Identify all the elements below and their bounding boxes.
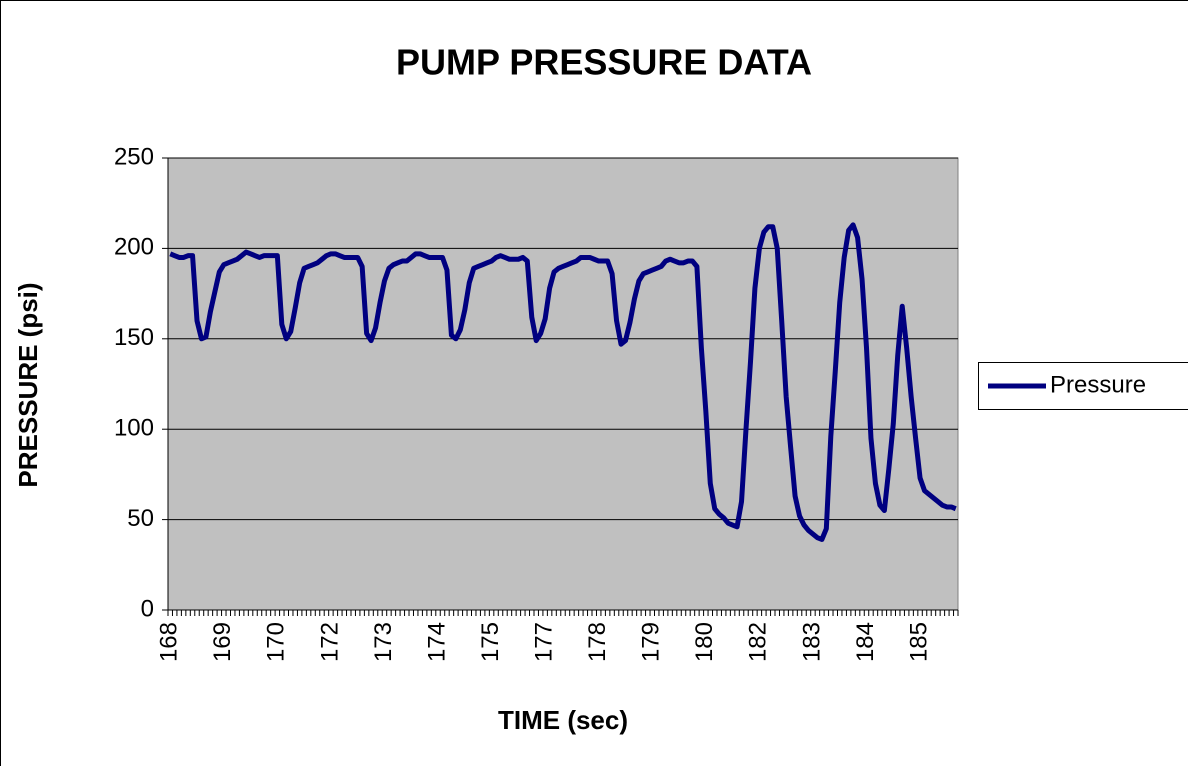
data-line: [169, 222, 957, 542]
x-tick-label: 172: [316, 622, 343, 662]
y-tick-label: 200: [114, 234, 154, 261]
y-tick-label: 250: [114, 143, 154, 170]
x-tick-label: 185: [905, 622, 932, 662]
x-axis-title: TIME (sec): [498, 705, 628, 735]
x-tick-label: 180: [691, 622, 718, 662]
x-tick-label: 173: [370, 622, 397, 662]
x-tick-label: 169: [209, 622, 236, 662]
legend-label: Pressure: [1050, 371, 1146, 398]
x-tick-label: 183: [798, 622, 825, 662]
y-axis-title: PRESSURE (psi): [13, 282, 43, 487]
x-tick-label: 182: [745, 622, 772, 662]
x-tick-label: 170: [263, 622, 290, 662]
y-tick-label: 50: [127, 505, 154, 532]
x-tick-label: 178: [584, 622, 611, 662]
x-tick-label: 175: [477, 622, 504, 662]
x-tick-label: 184: [852, 622, 879, 662]
x-tick-label: 168: [156, 622, 183, 662]
y-tick-label: 0: [141, 595, 154, 622]
x-tick-label: 177: [530, 622, 557, 662]
chart-title: PUMP PRESSURE DATA: [396, 42, 812, 83]
plot-area: [167, 157, 959, 611]
x-tick-label: 179: [638, 622, 665, 662]
y-tick-label: 100: [114, 415, 154, 442]
y-tick-label: 150: [114, 324, 154, 351]
x-tick-label: 174: [423, 622, 450, 662]
